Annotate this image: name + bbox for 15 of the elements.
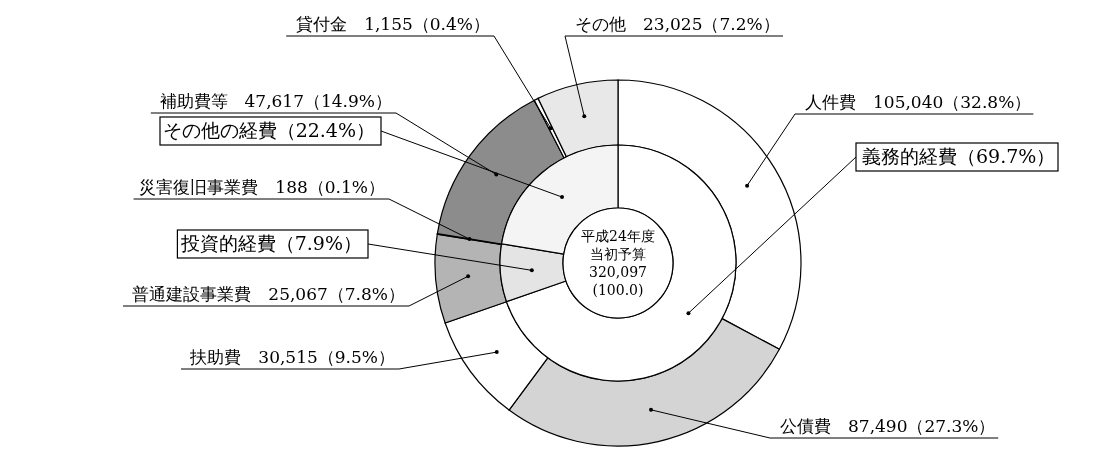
text: (100.0) <box>592 282 644 298</box>
slice-label: 義務的経費（69.7%） <box>862 145 1056 167</box>
slice-label: 公債費 87,490（27.3%） <box>780 416 996 436</box>
text: 当初予算 <box>590 246 646 262</box>
slice-label: 人件費 105,040（32.8%） <box>805 92 1032 112</box>
slice-label: その他 23,025（7.2%） <box>575 14 780 34</box>
slice-label: 投資的経費（7.9%） <box>179 232 362 254</box>
text: 平成24年度 <box>581 228 655 244</box>
slice-label: 貸付金 1,155（0.4%） <box>296 14 490 34</box>
slice-label: 災害復旧事業費 188（0.1%） <box>139 177 385 197</box>
slice-label: 補助費等 47,617（14.9%） <box>159 91 392 111</box>
text: 320,097 <box>589 264 647 280</box>
slice-label: その他の経費（22.4%） <box>162 119 375 141</box>
slice-label: 扶助費 30,515（9.5%） <box>189 347 395 367</box>
slice-label: 普通建設事業費 25,067（7.8%） <box>132 284 405 304</box>
